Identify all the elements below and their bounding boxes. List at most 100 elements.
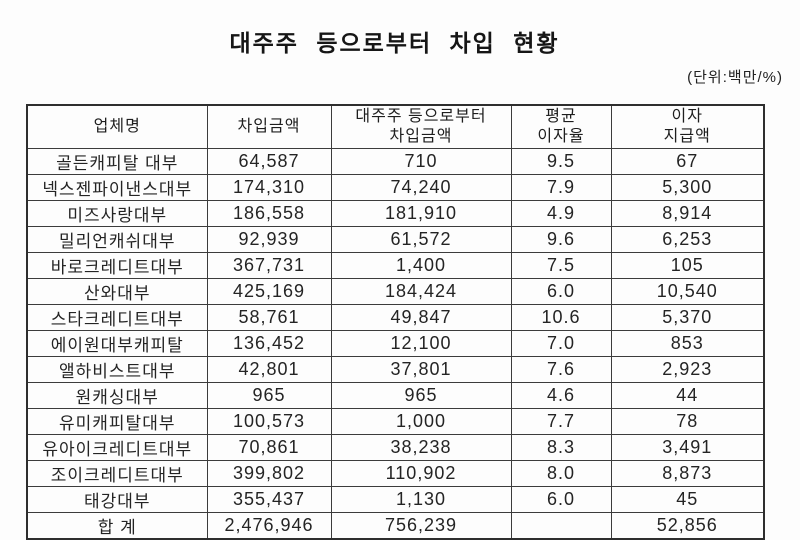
table-row: 밀리언캐쉬대부 92,939 61,572 9.6 6,253 bbox=[26, 226, 765, 253]
major-shareholder-borrow-cell: 110,902 bbox=[330, 460, 512, 487]
table-row: 산와대부 425,169 184,424 6.0 10,540 bbox=[26, 278, 765, 305]
interest-paid-cell: 10,540 bbox=[610, 278, 765, 305]
table-row: 유아이크레디트대부 70,861 38,238 8.3 3,491 bbox=[26, 434, 765, 461]
borrow-amount-cell: 70,861 bbox=[206, 434, 332, 461]
table-body: 골든캐피탈 대부 64,587 710 9.5 67 넥스젠파이낸스대부 174… bbox=[26, 148, 765, 540]
borrow-amount-cell: 425,169 bbox=[206, 278, 332, 305]
borrow-amount-cell: 367,731 bbox=[206, 252, 332, 279]
borrowings-table: 업체명 차입금액 대주주 등으로부터 차입금액 평균 이자율 이자 지급 bbox=[26, 104, 765, 540]
col-header-avg-interest-rate: 평균 이자율 bbox=[510, 104, 612, 149]
interest-paid-cell: 44 bbox=[610, 382, 765, 409]
col-header-major-shareholder-borrow: 대주주 등으로부터 차입금액 bbox=[330, 104, 512, 149]
avg-interest-rate-cell: 6.0 bbox=[510, 278, 612, 305]
table-row: 골든캐피탈 대부 64,587 710 9.5 67 bbox=[26, 148, 765, 175]
total-label-cell: 합 계 bbox=[26, 512, 208, 540]
major-shareholder-borrow-cell: 38,238 bbox=[330, 434, 512, 461]
borrow-amount-cell: 399,802 bbox=[206, 460, 332, 487]
borrow-amount-cell: 174,310 bbox=[206, 174, 332, 201]
major-shareholder-borrow-cell: 756,239 bbox=[330, 512, 512, 540]
avg-interest-rate-cell: 8.0 bbox=[510, 460, 612, 487]
avg-interest-rate-cell: 7.9 bbox=[510, 174, 612, 201]
col-header-borrow-amount: 차입금액 bbox=[206, 104, 332, 149]
company-name-cell: 유미캐피탈대부 bbox=[26, 408, 208, 435]
major-shareholder-borrow-cell: 74,240 bbox=[330, 174, 512, 201]
major-shareholder-borrow-cell: 181,910 bbox=[330, 200, 512, 227]
unit-note: (단위:백만/%) bbox=[687, 69, 783, 86]
interest-paid-cell: 5,300 bbox=[610, 174, 765, 201]
avg-interest-rate-cell: 7.6 bbox=[510, 356, 612, 383]
table-header: 업체명 차입금액 대주주 등으로부터 차입금액 평균 이자율 이자 지급 bbox=[26, 104, 765, 149]
interest-paid-cell: 6,253 bbox=[610, 226, 765, 253]
header-line: 평균 bbox=[545, 108, 577, 125]
header-line: 이자 bbox=[671, 108, 703, 125]
table-row: 미즈사랑대부 186,558 181,910 4.9 8,914 bbox=[26, 200, 765, 227]
header-line: 지급액 bbox=[663, 128, 711, 145]
col-header-company: 업체명 bbox=[26, 104, 208, 149]
company-name-cell: 유아이크레디트대부 bbox=[26, 434, 208, 461]
major-shareholder-borrow-cell: 37,801 bbox=[330, 356, 512, 383]
col-header-interest-paid: 이자 지급액 bbox=[610, 104, 765, 149]
borrow-amount-cell: 100,573 bbox=[206, 408, 332, 435]
major-shareholder-borrow-cell: 965 bbox=[330, 382, 512, 409]
interest-paid-cell: 45 bbox=[610, 486, 765, 513]
avg-interest-rate-cell: 4.9 bbox=[510, 200, 612, 227]
interest-paid-cell: 52,856 bbox=[610, 512, 765, 540]
major-shareholder-borrow-cell: 710 bbox=[330, 148, 512, 175]
major-shareholder-borrow-cell: 61,572 bbox=[330, 226, 512, 253]
company-name-cell: 산와대부 bbox=[26, 278, 208, 305]
borrow-amount-cell: 64,587 bbox=[206, 148, 332, 175]
interest-paid-cell: 3,491 bbox=[610, 434, 765, 461]
table-row: 유미캐피탈대부 100,573 1,000 7.7 78 bbox=[26, 408, 765, 435]
interest-paid-cell: 67 bbox=[610, 148, 765, 175]
interest-paid-cell: 78 bbox=[610, 408, 765, 435]
borrow-amount-cell: 355,437 bbox=[206, 486, 332, 513]
borrow-amount-cell: 965 bbox=[206, 382, 332, 409]
page-title: 대주주 등으로부터 차입 현황 bbox=[229, 30, 560, 56]
header-line: 대주주 등으로부터 bbox=[355, 108, 487, 125]
borrow-amount-cell: 42,801 bbox=[206, 356, 332, 383]
avg-interest-rate-cell: 7.5 bbox=[510, 252, 612, 279]
avg-interest-rate-cell: 9.5 bbox=[510, 148, 612, 175]
table-row: 바로크레디트대부 367,731 1,400 7.5 105 bbox=[26, 252, 765, 279]
major-shareholder-borrow-cell: 1,400 bbox=[330, 252, 512, 279]
interest-paid-cell: 8,873 bbox=[610, 460, 765, 487]
company-name-cell: 앨하비스트대부 bbox=[26, 356, 208, 383]
borrow-amount-cell: 186,558 bbox=[206, 200, 332, 227]
interest-paid-cell: 853 bbox=[610, 330, 765, 357]
interest-paid-cell: 2,923 bbox=[610, 356, 765, 383]
avg-interest-rate-cell: 4.6 bbox=[510, 382, 612, 409]
table-row: 앨하비스트대부 42,801 37,801 7.6 2,923 bbox=[26, 356, 765, 383]
company-name-cell: 원캐싱대부 bbox=[26, 382, 208, 409]
avg-interest-rate-cell: 9.6 bbox=[510, 226, 612, 253]
header-line: 차입금액 bbox=[237, 118, 301, 135]
avg-interest-rate-cell: 7.0 bbox=[510, 330, 612, 357]
table-row: 조이크레디트대부 399,802 110,902 8.0 8,873 bbox=[26, 460, 765, 487]
company-name-cell: 넥스젠파이낸스대부 bbox=[26, 174, 208, 201]
table-row: 넥스젠파이낸스대부 174,310 74,240 7.9 5,300 bbox=[26, 174, 765, 201]
header-line: 차입금액 bbox=[389, 128, 453, 145]
major-shareholder-borrow-cell: 1,130 bbox=[330, 486, 512, 513]
avg-interest-rate-cell: 10.6 bbox=[510, 304, 612, 331]
company-name-cell: 스타크레디트대부 bbox=[26, 304, 208, 331]
interest-paid-cell: 5,370 bbox=[610, 304, 765, 331]
company-name-cell: 태강대부 bbox=[26, 486, 208, 513]
borrow-amount-cell: 92,939 bbox=[206, 226, 332, 253]
avg-interest-rate-cell bbox=[510, 512, 612, 540]
avg-interest-rate-cell: 8.3 bbox=[510, 434, 612, 461]
company-name-cell: 에이원대부캐피탈 bbox=[26, 330, 208, 357]
borrow-amount-cell: 2,476,946 bbox=[206, 512, 332, 540]
major-shareholder-borrow-cell: 49,847 bbox=[330, 304, 512, 331]
avg-interest-rate-cell: 7.7 bbox=[510, 408, 612, 435]
header-row: 업체명 차입금액 대주주 등으로부터 차입금액 평균 이자율 이자 지급 bbox=[26, 104, 765, 149]
total-row: 합 계 2,476,946 756,239 52,856 bbox=[26, 512, 765, 540]
avg-interest-rate-cell: 6.0 bbox=[510, 486, 612, 513]
table-row: 스타크레디트대부 58,761 49,847 10.6 5,370 bbox=[26, 304, 765, 331]
interest-paid-cell: 105 bbox=[610, 252, 765, 279]
borrow-amount-cell: 136,452 bbox=[206, 330, 332, 357]
major-shareholder-borrow-cell: 1,000 bbox=[330, 408, 512, 435]
header-line: 업체명 bbox=[93, 118, 141, 135]
table-row: 원캐싱대부 965 965 4.6 44 bbox=[26, 382, 765, 409]
header-line: 이자율 bbox=[537, 128, 585, 145]
company-name-cell: 미즈사랑대부 bbox=[26, 200, 208, 227]
